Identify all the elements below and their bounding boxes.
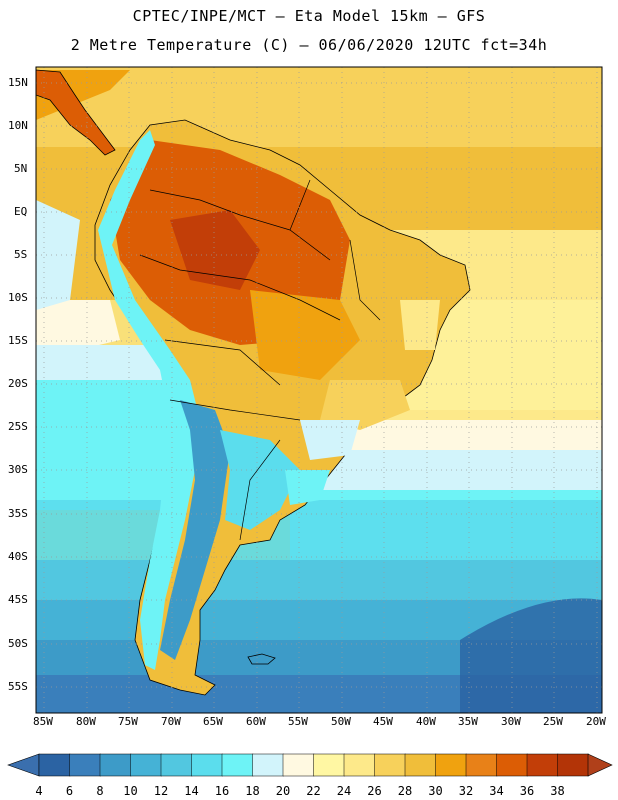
lat-label: 45S xyxy=(8,593,28,606)
lat-label: 5N xyxy=(14,162,28,175)
colorbar-swatch xyxy=(465,753,498,777)
colorbar xyxy=(7,753,613,777)
colorbar-tick-label: 8 xyxy=(96,784,104,798)
lon-label: 40W xyxy=(416,715,436,728)
colorbar-tick-label: 4 xyxy=(35,784,43,798)
map-title-line2: 2 Metre Temperature (C) – 06/06/2020 12U… xyxy=(70,36,548,54)
colorbar-arrow-right xyxy=(587,753,613,777)
lat-label: 5S xyxy=(14,248,28,261)
colorbar-tick-label: 28 xyxy=(397,784,413,798)
lon-label: 60W xyxy=(246,715,266,728)
lon-label: 30W xyxy=(501,715,521,728)
colorbar-swatch xyxy=(557,753,589,777)
lat-label: 50S xyxy=(8,637,28,650)
colorbar-tick-label: 32 xyxy=(458,784,474,798)
colorbar-tick-label: 6 xyxy=(65,784,74,798)
colorbar-tick-label: 36 xyxy=(519,784,535,798)
colorbar-swatch xyxy=(343,753,376,777)
lon-label: 75W xyxy=(118,715,138,728)
colorbar-swatch xyxy=(435,753,467,777)
colorbar-tick-label: 10 xyxy=(123,784,138,798)
colorbar-tick-label: 34 xyxy=(489,784,504,798)
lon-label: 65W xyxy=(203,715,223,728)
pampas xyxy=(220,430,300,530)
uruguay xyxy=(285,470,330,505)
bahia-coast xyxy=(400,300,440,350)
map-panel xyxy=(36,67,602,713)
colorbar-swatch xyxy=(252,753,284,777)
lat-label: 35S xyxy=(8,507,28,520)
colorbar-swatch xyxy=(221,753,254,777)
lon-label: 35W xyxy=(458,715,478,728)
map-title-line1: CPTEC/INPE/MCT – Eta Model 15km – GFS xyxy=(132,7,486,25)
colorbar-swatch xyxy=(313,753,345,777)
lon-label: 70W xyxy=(161,715,181,728)
colorbar-tick-label: 12 xyxy=(153,784,169,798)
colorbar-swatch xyxy=(496,753,528,777)
central-brazil xyxy=(250,290,360,380)
colorbar-tick-label: 20 xyxy=(275,784,291,798)
country-borders xyxy=(139,179,381,541)
colorbar-tick-label: 16 xyxy=(214,784,230,798)
lat-label: 25S xyxy=(8,420,28,433)
andes-cold xyxy=(98,130,200,670)
ocean-north xyxy=(36,67,602,147)
lon-label: 50W xyxy=(331,715,351,728)
lat-label: 15N xyxy=(8,76,28,89)
lat-label: 20S xyxy=(8,377,28,390)
southeast-brazil xyxy=(320,380,410,430)
pacific-equator xyxy=(36,200,80,310)
colorbar-tick-label: 38 xyxy=(550,784,565,798)
colorbar-swatch xyxy=(69,753,101,777)
colorbar-tick-label: 26 xyxy=(367,784,382,798)
amazon-hottest xyxy=(170,210,260,290)
lat-label: 15S xyxy=(8,334,28,347)
colorbar-swatch xyxy=(38,753,71,777)
lat-label: 55S xyxy=(8,680,28,693)
central-america xyxy=(36,69,116,156)
lon-label: 25W xyxy=(543,715,563,728)
colorbar-swatch xyxy=(526,753,559,777)
lat-label: 30S xyxy=(8,463,28,476)
colorbar-swatch xyxy=(99,753,132,777)
map-frame xyxy=(35,66,603,714)
colorbar-swatch xyxy=(374,753,406,777)
colorbar-swatch xyxy=(404,753,437,777)
colorbar-swatch xyxy=(282,753,315,777)
lat-label: 10S xyxy=(8,291,28,304)
colorbar-tick-label: 22 xyxy=(306,784,321,798)
lon-label: 45W xyxy=(373,715,393,728)
colorbar-swatch xyxy=(191,753,223,777)
falkland-islands xyxy=(247,653,276,665)
colorbar-tick-label: 24 xyxy=(336,784,352,798)
lat-label: 10N xyxy=(8,119,28,132)
colorbar-swatch xyxy=(160,753,193,777)
lon-label: 85W xyxy=(33,715,53,728)
colorbar-tick-label: 30 xyxy=(428,784,443,798)
cold-pool xyxy=(460,598,602,713)
patagonia-cold xyxy=(160,400,230,660)
lon-label: 20W xyxy=(586,715,606,728)
lon-label: 55W xyxy=(288,715,308,728)
lat-label: 40S xyxy=(8,550,28,563)
lat-label: EQ xyxy=(14,205,28,218)
colorbar-tick-label: 14 xyxy=(184,784,199,798)
lon-label: 80W xyxy=(76,715,96,728)
colorbar-tick-label: 18 xyxy=(245,784,260,798)
colorbar-swatch xyxy=(130,753,162,777)
south-brazil xyxy=(300,420,360,460)
colorbar-arrow-left xyxy=(7,753,40,777)
